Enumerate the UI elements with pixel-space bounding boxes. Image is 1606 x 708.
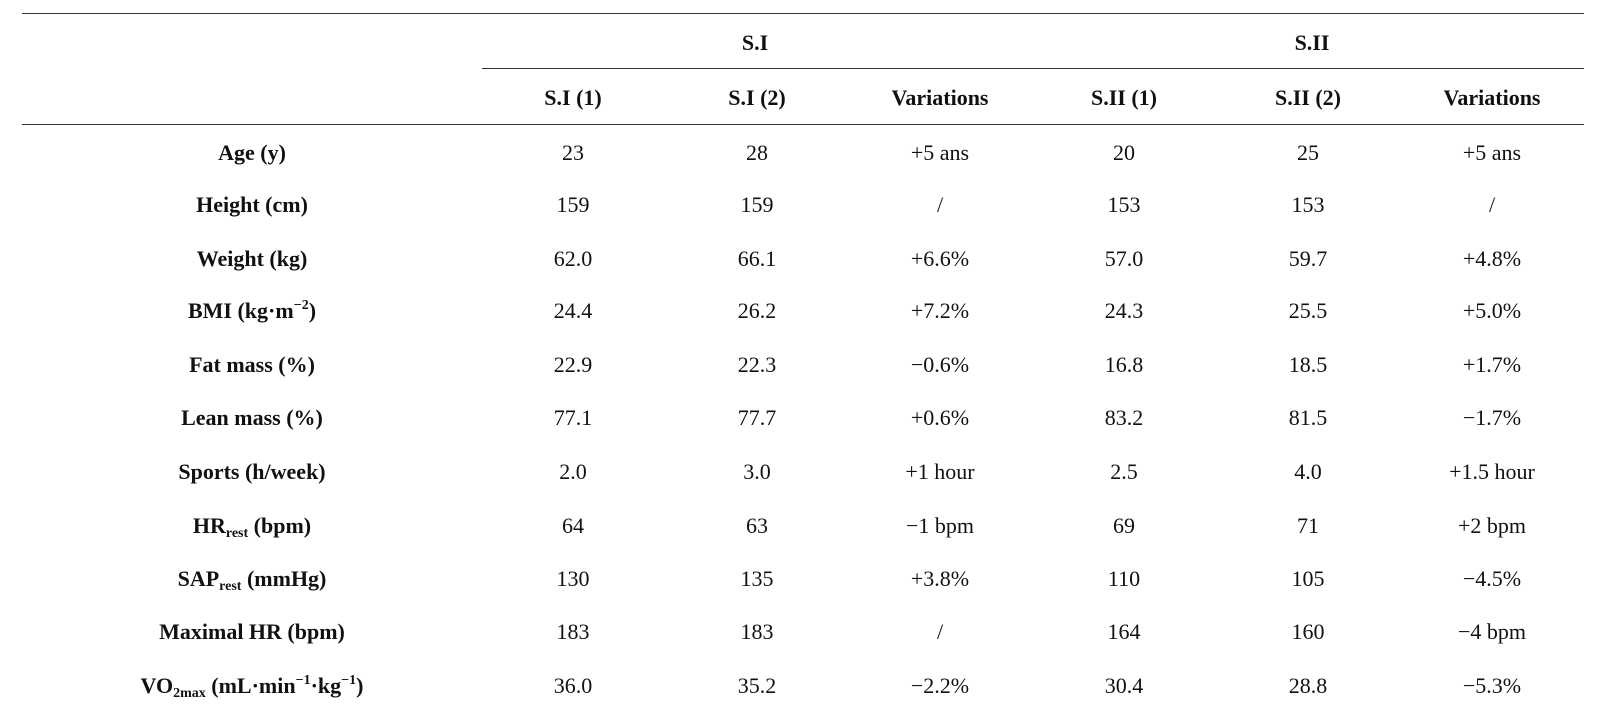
table-cell: 57.0 <box>1104 246 1144 271</box>
table-cell: 24.4 <box>553 298 593 323</box>
row-label-weight: Weight (kg) <box>196 246 308 271</box>
table-cell: 77.1 <box>553 405 593 430</box>
table-cell: 22.3 <box>737 352 777 377</box>
group-header-sii: S.II <box>1294 30 1330 55</box>
row-label-sap-rest: SAPrest (mmHg) <box>177 566 327 594</box>
row-label-vo2max: VO2max (mL·min−1·kg−1) <box>140 673 364 701</box>
table-cell: 35.2 <box>737 673 777 698</box>
table-cell: +3.8% <box>910 566 970 591</box>
group-header-rule <box>482 68 1584 69</box>
table-cell: 110 <box>1107 566 1141 591</box>
row-label-bmi: BMI (kg·m−2) <box>187 298 317 323</box>
table-cell: 135 <box>740 566 774 591</box>
table-cell: 26.2 <box>737 298 777 323</box>
column-header-si-2: S.I (2) <box>728 85 786 110</box>
table-cell: +1.7% <box>1462 352 1522 377</box>
table-cell: 22.9 <box>553 352 593 377</box>
table-cell: −0.6% <box>910 352 970 377</box>
table-cell: 23 <box>562 140 584 165</box>
table-cell: 183 <box>556 619 590 644</box>
column-header-si-1: S.I (1) <box>544 85 602 110</box>
row-label-age: Age (y) <box>218 140 286 165</box>
row-label-hr-rest: HRrest (bpm) <box>192 513 312 541</box>
table-cell: / <box>936 192 944 217</box>
table-cell: 18.5 <box>1288 352 1328 377</box>
table-cell: +6.6% <box>910 246 970 271</box>
table-cell: 77.7 <box>737 405 777 430</box>
table-cell: 4.0 <box>1294 459 1322 484</box>
column-header-sii-variations: Variations <box>1443 85 1541 110</box>
table-cell: 3.0 <box>743 459 771 484</box>
group-header-si: S.I <box>741 30 769 55</box>
table-cell: 63 <box>746 513 768 538</box>
table-cell: 59.7 <box>1288 246 1328 271</box>
table-cell: 62.0 <box>553 246 593 271</box>
column-header-sii-2: S.II (2) <box>1274 85 1342 110</box>
table-cell: 164 <box>1107 619 1141 644</box>
table-cell: 20 <box>1113 140 1135 165</box>
table-cell: +4.8% <box>1462 246 1522 271</box>
table-cell: 69 <box>1113 513 1135 538</box>
table-cell: −2.2% <box>910 673 970 698</box>
table-cell: 160 <box>1291 619 1325 644</box>
table-cell: 28.8 <box>1288 673 1328 698</box>
top-rule <box>22 13 1584 14</box>
table-cell: +0.6% <box>910 405 970 430</box>
table-cell: −1.7% <box>1462 405 1522 430</box>
table-cell: 83.2 <box>1104 405 1144 430</box>
table-cell: −1 bpm <box>905 513 975 538</box>
column-header-rule <box>22 124 1584 125</box>
table-cell: / <box>936 619 944 644</box>
table-cell: 130 <box>556 566 590 591</box>
table-cell: 2.5 <box>1110 459 1138 484</box>
table-cell: 71 <box>1297 513 1319 538</box>
row-label-sports: Sports (h/week) <box>178 459 326 484</box>
table-cell: −4 bpm <box>1457 619 1527 644</box>
table-cell: −5.3% <box>1462 673 1522 698</box>
table-cell: 2.0 <box>559 459 587 484</box>
table-cell: +2 bpm <box>1457 513 1527 538</box>
row-label-height: Height (cm) <box>196 192 308 217</box>
table-cell: 24.3 <box>1104 298 1144 323</box>
table-cell: 183 <box>740 619 774 644</box>
table-cell: 30.4 <box>1104 673 1144 698</box>
table-cell: 105 <box>1291 566 1325 591</box>
table-cell: +1 hour <box>905 459 975 484</box>
table-cell: 153 <box>1107 192 1141 217</box>
table-cell: 16.8 <box>1104 352 1144 377</box>
table-cell: 159 <box>740 192 774 217</box>
table-cell: 66.1 <box>737 246 777 271</box>
table-cell: +7.2% <box>910 298 970 323</box>
table-cell: −4.5% <box>1462 566 1522 591</box>
table-cell: +5.0% <box>1462 298 1522 323</box>
table-cell: 25.5 <box>1288 298 1328 323</box>
table-cell: 159 <box>556 192 590 217</box>
table-cell: 28 <box>746 140 768 165</box>
table-cell: 25 <box>1297 140 1319 165</box>
table-cell: 81.5 <box>1288 405 1328 430</box>
row-label-lean-mass: Lean mass (%) <box>181 405 323 430</box>
table-cell: 36.0 <box>553 673 593 698</box>
column-header-sii-1: S.II (1) <box>1090 85 1158 110</box>
row-label-maximal-hr: Maximal HR (bpm) <box>159 619 345 644</box>
table-cell: 64 <box>562 513 584 538</box>
table-cell: +1.5 hour <box>1449 459 1535 484</box>
column-header-si-variations: Variations <box>891 85 989 110</box>
table-cell: / <box>1488 192 1496 217</box>
table-cell: 153 <box>1291 192 1325 217</box>
row-label-fat-mass: Fat mass (%) <box>189 352 315 377</box>
table-cell: +5 ans <box>1462 140 1522 165</box>
table-cell: +5 ans <box>910 140 970 165</box>
